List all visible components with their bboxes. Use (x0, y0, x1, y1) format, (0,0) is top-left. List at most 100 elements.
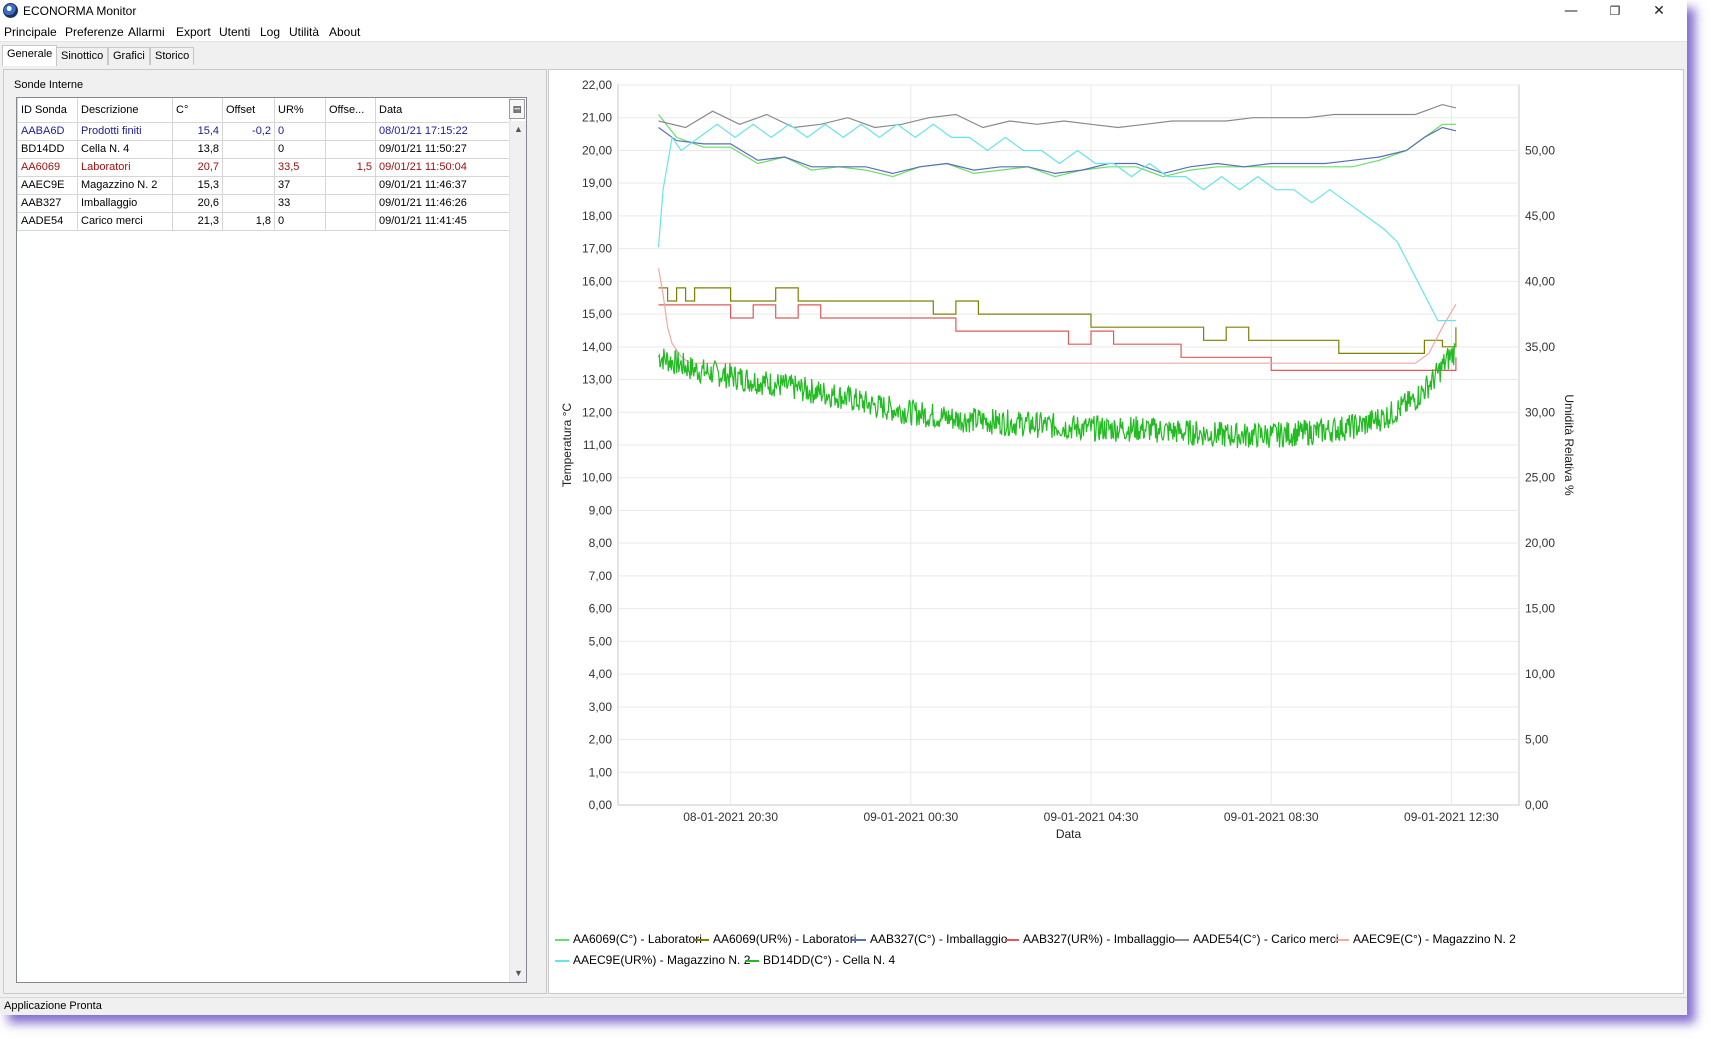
column-header-id[interactable]: ID Sonda (17, 98, 78, 123)
menu-log[interactable]: Log (260, 25, 281, 39)
cell-temperature: 13,8 (172, 139, 223, 159)
column-header-offset[interactable]: Offset (222, 98, 275, 123)
table-row[interactable]: AAEC9E Magazzino N. 2 15,3 37 09/01/21 11:46… (17, 175, 511, 195)
column-header-temperature[interactable]: C° (172, 98, 223, 123)
y-tick-label: 8,00 (589, 536, 613, 550)
minimize-button[interactable]: — (1564, 3, 1578, 19)
table-row[interactable]: AADE54 Carico merci 21,3 1,8 0 09/01/21 11:41… (17, 211, 511, 231)
legend-swatch-icon (1005, 938, 1019, 941)
cell-probe-id: AA6069 (17, 157, 78, 177)
cell-humidity: 37 (274, 175, 326, 195)
table-row[interactable]: AAB327 Imballaggio 20,6 33 09/01/21 11:46:26 (17, 193, 511, 213)
cell-humidity: 33 (274, 193, 326, 213)
cell-date: 09/01/21 11:46:37 (375, 175, 511, 195)
probes-group-title: Sonde Interne (14, 79, 84, 91)
x-tick-label: 09-01-2021 12:30 (1404, 810, 1499, 824)
temperature-humidity-chart: 0,00 1,00 2,00 3,00 4,00 5,00 6,00 7,00 8,00 9,00… (560, 78, 1576, 841)
cell-description: Magazzino N. 2 (77, 175, 173, 195)
x-tick-label: 09-01-2021 00:30 (863, 810, 958, 824)
cell-offset (222, 157, 275, 177)
app-logo-icon (3, 3, 18, 18)
y-tick-label: 5,00 (589, 634, 613, 648)
menu-allarmi[interactable]: Allarmi (128, 25, 165, 39)
table-row[interactable]: BD14DD Cella N. 4 13,8 0 09/01/21 11:50:27 (17, 139, 511, 159)
y2-tick-label: 35,00 (1525, 340, 1555, 354)
y-tick-label: 15,00 (582, 307, 612, 321)
probes-table: ID Sonda Descrizione C° Offset UR% Offse… (17, 98, 511, 231)
cell-description: Prodotti finiti (77, 121, 173, 141)
tab-sinottico[interactable]: Sinottico (56, 47, 109, 65)
menu-utilita[interactable]: Utilità (289, 25, 320, 39)
probes-table-container: ID Sonda Descrizione C° Offset UR% Offse… (16, 97, 527, 983)
legend-swatch-icon (1175, 938, 1189, 941)
legend-swatch-icon (555, 959, 569, 962)
y2-tick-label: 15,00 (1525, 602, 1555, 616)
column-header-humidity[interactable]: UR% (274, 98, 326, 123)
tab-grafici[interactable]: Grafici (108, 47, 150, 65)
y-tick-label: 4,00 (589, 667, 613, 681)
legend-label: AA6069(C°) - Laboratori (573, 932, 702, 946)
legend-item[interactable]: AA6069(C°) - Laboratori (555, 932, 702, 946)
tab-generale[interactable]: Generale (2, 45, 58, 66)
menu-preferenze[interactable]: Preferenze (65, 25, 124, 39)
legend-item[interactable]: AAB327(UR%) - Imballaggio (1005, 932, 1175, 946)
legend-item[interactable]: AADE54(C°) - Carico merci (1175, 932, 1339, 946)
column-header-date[interactable]: Data (375, 98, 511, 123)
tab-storico[interactable]: Storico (150, 47, 195, 65)
scroll-down-icon[interactable]: ▼ (514, 968, 523, 978)
y-axis-title: Temperatura °C (560, 403, 574, 487)
legend-item[interactable]: AAEC9E(UR%) - Magazzino N. 2 (555, 953, 750, 967)
y-tick-label: 20,00 (582, 143, 612, 157)
table-vertical-scrollbar[interactable]: ▲ ▼ (509, 121, 526, 982)
column-chooser-button[interactable]: ▤ (509, 99, 525, 119)
x-tick-label: 09-01-2021 04:30 (1044, 810, 1139, 824)
legend-item[interactable]: AAEC9E(C°) - Magazzino N. 2 (1335, 932, 1516, 946)
column-header-humidity-offset[interactable]: Offse... (325, 98, 376, 123)
y-tick-label: 3,00 (589, 700, 613, 714)
y2-tick-label: 45,00 (1525, 209, 1555, 223)
y-tick-label: 13,00 (582, 373, 612, 387)
y2-tick-label: 5,00 (1525, 733, 1549, 747)
menu-about[interactable]: About (329, 25, 361, 39)
legend-item[interactable]: BD14DD(C°) - Cella N. 4 (745, 953, 895, 967)
close-button[interactable]: ✕ (1653, 3, 1665, 19)
y2-tick-label: 0,00 (1525, 798, 1549, 812)
restore-button[interactable]: ❐ (1609, 4, 1621, 18)
cell-date: 08/01/21 17:15:22 (375, 121, 511, 141)
legend-item[interactable]: AA6069(UR%) - Laboratori (695, 932, 856, 946)
table-row[interactable]: AA6069 Laboratori 20,7 33,5 1,5 09/01/21 11:5… (17, 157, 511, 177)
menu-principale[interactable]: Principale (4, 25, 57, 39)
y-tick-label: 1,00 (589, 765, 613, 779)
cell-temperature: 15,4 (172, 121, 223, 141)
column-header-description[interactable]: Descrizione (77, 98, 173, 123)
y-tick-label: 18,00 (582, 209, 612, 223)
y2-tick-label: 25,00 (1525, 471, 1555, 485)
menu-utenti[interactable]: Utenti (219, 25, 251, 39)
scroll-up-icon[interactable]: ▲ (514, 124, 523, 134)
cell-humidity: 33,5 (274, 157, 326, 177)
cell-offset (222, 175, 275, 195)
y-tick-label: 12,00 (582, 405, 612, 419)
legend-item[interactable]: AAB327(C°) - Imballaggio (852, 932, 1008, 946)
y-tick-label: 9,00 (589, 503, 613, 517)
y-tick-label: 6,00 (589, 602, 613, 616)
cell-humidity-offset (325, 121, 376, 141)
cell-probe-id: AABA6D (17, 121, 78, 141)
legend-swatch-icon (555, 938, 569, 941)
table-header-row: ID Sonda Descrizione C° Offset UR% Offse… (17, 98, 511, 123)
y-tick-label: 7,00 (589, 569, 613, 583)
legend-swatch-icon (852, 938, 866, 941)
status-bar: Applicazione Pronta (0, 997, 1687, 1015)
legend-label: AAB327(UR%) - Imballaggio (1023, 932, 1176, 946)
app-window: ECONORMA Monitor — ❐ ✕ Principale Prefer… (0, 0, 1687, 1015)
menu-export[interactable]: Export (176, 25, 211, 39)
table-row[interactable]: AABA6D Prodotti finiti 15,4 -0,2 0 08/01/21 1… (17, 121, 511, 141)
series-line-7 (657, 342, 1456, 449)
cell-probe-id: AADE54 (17, 211, 78, 231)
series-line-2 (658, 126, 1457, 175)
cell-probe-id: BD14DD (17, 139, 78, 159)
x-axis-title: Data (1056, 827, 1082, 841)
cell-offset (222, 139, 275, 159)
series-line-6 (657, 123, 1456, 322)
legend-label: AAEC9E(C°) - Magazzino N. 2 (1353, 932, 1516, 946)
